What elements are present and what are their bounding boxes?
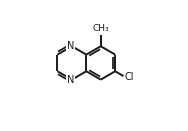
Text: CH₃: CH₃ [92,24,109,33]
Text: N: N [67,75,74,85]
Text: N: N [67,41,74,51]
Text: Cl: Cl [125,72,134,82]
